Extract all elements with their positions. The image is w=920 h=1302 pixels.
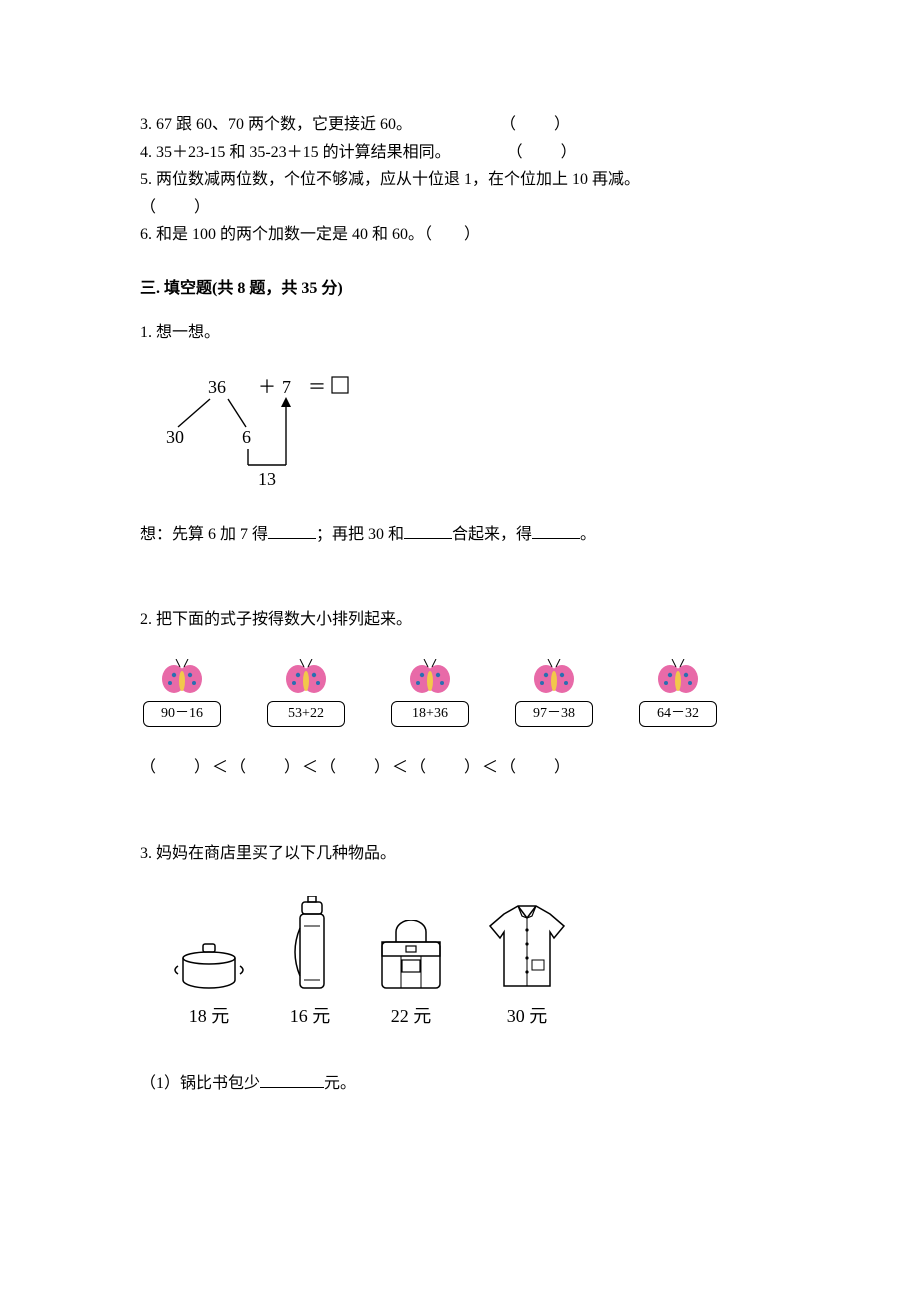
d1-30: 30 [166, 427, 184, 447]
q1-diagram-svg: 36 ＋ 7 ＝ 30 6 13 [150, 373, 390, 493]
q2-item-2: 53+22 [264, 659, 348, 727]
d1-eq: ＝ [308, 377, 326, 397]
butterfly-icon [532, 659, 576, 699]
section-3-title: 三. 填空题(共 8 题，共 35 分) [140, 276, 780, 302]
q2-box-3: 18+36 [391, 701, 469, 727]
judge-q4-paren: （ ） [507, 144, 579, 161]
q3shop-sub1-a: （1）锅比书包少 [140, 1075, 260, 1092]
q3shop-blank [260, 1073, 324, 1088]
d1-7: 7 [282, 377, 291, 397]
shirt-icon [484, 900, 570, 996]
judge-q5-paren-line: （ ） [140, 195, 780, 221]
d1-6: 6 [242, 427, 251, 447]
d1-line-right [228, 399, 246, 427]
shop-thermos: 16 元 [282, 896, 338, 1031]
bag-icon [372, 920, 450, 996]
judge-q4-text: 4. 35＋23-15 和 35-23＋15 的计算结果相同。 [140, 144, 451, 161]
butterfly-icon [284, 659, 328, 699]
shop-pot-price: 18 元 [189, 1002, 230, 1031]
shop-shirt: 30 元 [484, 900, 570, 1031]
shop-pot: 18 元 [170, 936, 248, 1031]
shop-shirt-price: 30 元 [507, 1002, 548, 1031]
shop-bag-price: 22 元 [391, 1002, 432, 1031]
judge-q5-text: 5. 两位数减两位数，个位不够减，应从十位退 1，在个位加上 10 再减。 [140, 171, 640, 188]
q2-compare-line: （ ）＜（ ）＜（ ）＜（ ）＜（ ） [140, 755, 780, 781]
q3shop-sub1: （1）锅比书包少 元。 [140, 1071, 780, 1097]
q2-item-4: 97－38 [512, 659, 596, 727]
q2-item-3: 18+36 [388, 659, 472, 727]
butterfly-icon [656, 659, 700, 699]
judge-q6-text: 6. 和是 100 的两个加数一定是 40 和 60。（ ） [140, 226, 480, 243]
butterfly-icon [408, 659, 452, 699]
judge-q3: 3. 67 跟 60、70 两个数，它更接近 60。 （ ） [140, 112, 780, 138]
q1-blank-3 [532, 524, 580, 539]
q2-box-1: 90－16 [143, 701, 221, 727]
q1-think-d: 。 [580, 526, 596, 543]
q3shop-title: 3. 妈妈在商店里买了以下几种物品。 [140, 841, 780, 867]
pot-icon [170, 936, 248, 996]
q1-think-a: 想：先算 6 加 7 得 [140, 526, 268, 543]
q1-title: 1. 想一想。 [140, 320, 780, 346]
q2-box-4: 97－38 [515, 701, 593, 727]
shop-bag: 22 元 [372, 920, 450, 1031]
d1-line-left [178, 399, 210, 427]
d1-13: 13 [258, 469, 276, 489]
q1-diagram: 36 ＋ 7 ＝ 30 6 13 [150, 373, 780, 502]
judge-q3-paren: （ ） [500, 116, 572, 133]
d1-plus: ＋ [258, 377, 276, 397]
q2-box-2: 53+22 [267, 701, 345, 727]
q2-title: 2. 把下面的式子按得数大小排列起来。 [140, 607, 780, 633]
q3shop-row: 18 元 16 元 22 [170, 896, 780, 1031]
q2-item-5: 64－32 [636, 659, 720, 727]
thermos-icon [282, 896, 338, 996]
butterfly-icon [160, 659, 204, 699]
q2-butterfly-row: 90－16 53+22 18+36 [140, 659, 780, 727]
d1-arrowhead [281, 397, 291, 407]
judge-q4: 4. 35＋23-15 和 35-23＋15 的计算结果相同。 （ ） [140, 140, 780, 166]
judge-q6: 6. 和是 100 的两个加数一定是 40 和 60。（ ） [140, 222, 780, 248]
q1-think-c: 合起来，得 [452, 526, 532, 543]
q1-think-line: 想：先算 6 加 7 得 ；再把 30 和 合起来，得 。 [140, 522, 780, 548]
d1-36: 36 [208, 377, 226, 397]
q1-blank-1 [268, 524, 316, 539]
judge-q5: 5. 两位数减两位数，个位不够减，应从十位退 1，在个位加上 10 再减。 [140, 167, 780, 193]
q2-box-5: 64－32 [639, 701, 717, 727]
q2-item-1: 90－16 [140, 659, 224, 727]
judge-q3-text: 3. 67 跟 60、70 两个数，它更接近 60。 [140, 116, 412, 133]
judge-q5-paren: （ ） [140, 199, 212, 216]
d1-box [332, 377, 348, 393]
q3shop-sub1-b: 元。 [324, 1075, 356, 1092]
shop-thermos-price: 16 元 [290, 1002, 331, 1031]
page: 3. 67 跟 60、70 两个数，它更接近 60。 （ ） 4. 35＋23-… [0, 0, 920, 1302]
q1-think-b: ；再把 30 和 [316, 526, 404, 543]
q1-blank-2 [404, 524, 452, 539]
